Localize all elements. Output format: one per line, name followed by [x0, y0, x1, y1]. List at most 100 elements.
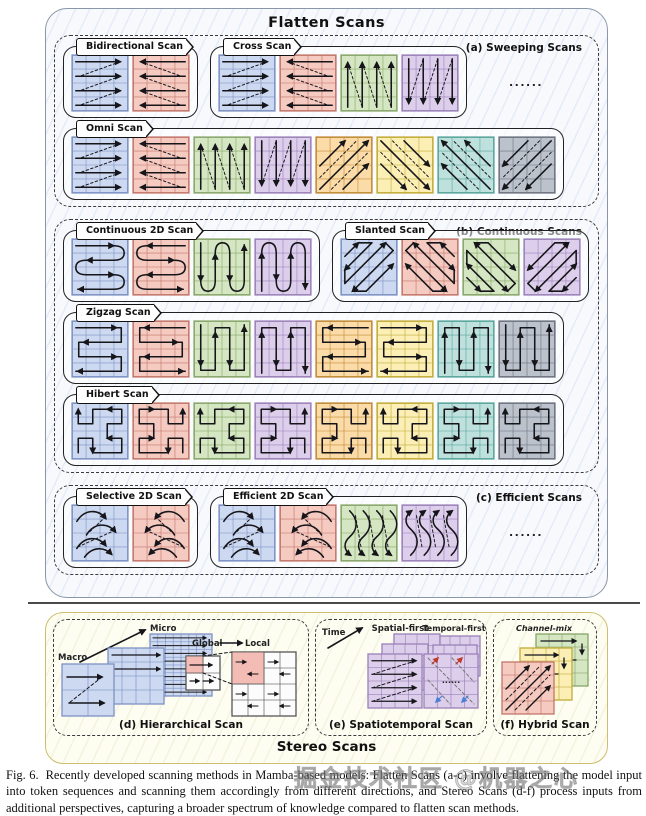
scan-grid-green-zig-v: [193, 320, 251, 378]
scan-pill-bidirectional-scan: Bidirectional Scan: [63, 37, 198, 118]
scan-grid-purple-snake-v-rev: [254, 238, 312, 296]
scan-banner-zigzag-scan: Zigzag Scan: [76, 303, 162, 322]
scan-grid-red-rows-left: [132, 54, 190, 112]
scan-grid-yellow-diag-dr: [376, 136, 434, 194]
scan-banner-cross-scan: Cross Scan: [223, 37, 303, 56]
scan-group-a: (a) Sweeping Scans Bidirectional Scan Cros…: [54, 35, 599, 207]
stereo-panel-d: Micro Macro Global Local (d) Hierarchical Sc…: [53, 619, 309, 736]
stereo-scans-title: Stereo Scans: [276, 739, 377, 755]
stereo-diagram-d: Micro Macro Global Local: [58, 624, 297, 717]
scan-grid-blue-zig-h: [71, 320, 129, 378]
scan-pill-selective-2d-scan: Selective 2D Scan: [63, 487, 198, 568]
scan-grid-blue-rows-right: [218, 54, 276, 112]
scan-grid-blue-rows-right: [71, 136, 129, 194]
temporal-first-label: Temporal-first: [422, 624, 485, 633]
scan-grid-green-snake-v: [193, 238, 251, 296]
scan-grid-orange-zig-h-rev: [315, 320, 373, 378]
scan-pill-cross-scan: Cross Scan: [210, 37, 467, 118]
scan-grid-red-slant-b: [401, 238, 459, 296]
scan-grid-orange-hilbert-rev: [315, 402, 373, 460]
panel-caption-f: (f) Hybrid Scan: [500, 719, 590, 731]
scan-grid-green-slant-c: [462, 238, 520, 296]
stereo-panel-f: Channel-mix (f) Hybrid Scan: [493, 619, 597, 736]
scan-grid-red-curves-rev: [279, 504, 337, 562]
scan-row: Zigzag Scan: [63, 303, 590, 384]
scan-grid-orange-diag-ur: [315, 136, 373, 194]
scan-banner-efficient-2d-scan: Efficient 2D Scan: [223, 487, 336, 506]
panel-caption-d: (d) Hierarchical Scan: [119, 719, 243, 731]
scan-row: Continuous 2D Scan Slanted Scan: [63, 221, 590, 302]
spatial-first-label: Spatial-first: [372, 624, 429, 634]
group-label-a: (a) Sweeping Scans: [465, 42, 582, 54]
scan-grid-teal-zig-v-rev: [437, 320, 495, 378]
scan-row: Hibert Scan: [63, 385, 590, 466]
scan-grid-yellow-zig-h: [376, 320, 434, 378]
scan-grid-red-rows-left: [279, 54, 337, 112]
scan-banner-selective-2d-scan: Selective 2D Scan: [76, 487, 193, 506]
scan-pill-slanted-scan: Slanted Scan: [332, 221, 589, 302]
scan-grid-red-hilbert-rev: [132, 402, 190, 460]
scan-grid-red-snake-h-rev: [132, 238, 190, 296]
scan-grid-purple-slant-d: [523, 238, 581, 296]
scan-pill-efficient-2d-scan: Efficient 2D Scan: [210, 487, 467, 568]
scan-banner-hibert-scan: Hibert Scan: [76, 385, 160, 404]
temporal-dots: ......: [442, 676, 460, 685]
scan-grid-gray-diag-dl: [498, 136, 556, 194]
scan-grid-purple-hilbert-rev: [254, 402, 312, 460]
scan-grid-gray-zig-v: [498, 320, 556, 378]
flatten-scans-section: Flatten Scans (a) Sweeping Scans Bidirect…: [45, 8, 608, 598]
scan-banner-omni-scan: Omni Scan: [76, 119, 154, 138]
scan-group-c: (c) Efficient Scans Selective 2D Scan Effi…: [54, 485, 599, 575]
scan-grid-purple-zig-v-rev: [254, 320, 312, 378]
scan-grid-purple-curls-v-rev: [401, 504, 459, 562]
scan-grid-green-hilbert: [193, 402, 251, 460]
group-label-c: (c) Efficient Scans: [475, 492, 582, 504]
scan-grid-purple-cols-down: [401, 54, 459, 112]
stereo-diagram-f: Channel-mix: [501, 624, 589, 715]
channel-mix-label: Channel-mix: [516, 624, 573, 633]
scan-grid-green-cols-up: [193, 136, 251, 194]
stereo-diagram-e: Time Spatial-firstTemporal-first......: [322, 624, 486, 709]
figure-caption-area: Fig. 6. Recently developed scanning meth…: [6, 766, 642, 816]
scan-grid-blue-curves: [218, 504, 276, 562]
scan-grid-blue-curves: [71, 504, 129, 562]
time-label: Time: [322, 628, 346, 638]
stereo-panels: Micro Macro Global Local (d) Hierarchical Sc…: [53, 619, 600, 736]
ellipsis: ......: [509, 75, 544, 89]
global-label: Global: [192, 639, 223, 649]
scan-grid-blue-snake-h: [71, 238, 129, 296]
scan-pill-hibert-scan: Hibert Scan: [63, 385, 564, 466]
scan-grid-teal-diag-ul: [437, 136, 495, 194]
scan-grid-gray-hilbert: [498, 402, 556, 460]
micro-label: Micro: [150, 624, 177, 634]
scan-grid-green-cols-up: [340, 54, 398, 112]
scan-grid-blue-hilbert: [71, 402, 129, 460]
panel-caption-e: (e) Spatiotemporal Scan: [328, 719, 474, 731]
scan-grid-red-curves-rev: [132, 504, 190, 562]
scan-grid-purple-cols-down: [254, 136, 312, 194]
scan-grid-blue-rows-right: [71, 54, 129, 112]
stereo-scans-section: Micro Macro Global Local (d) Hierarchical Sc…: [45, 612, 608, 764]
section-divider: [28, 602, 640, 604]
scan-banner-bidirectional-scan: Bidirectional Scan: [76, 37, 195, 56]
scan-pill-omni-scan: Omni Scan: [63, 119, 564, 200]
local-label: Local: [245, 639, 270, 649]
scan-banner-slanted-scan: Slanted Scan: [345, 221, 437, 240]
scan-row: Selective 2D Scan Efficient 2D Scan......: [63, 487, 590, 568]
macro-label: Macro: [58, 653, 87, 663]
scan-grid-teal-hilbert-rev: [437, 402, 495, 460]
scan-group-b: (b) Continuous ScansContinuous 2D ScanSl…: [54, 219, 599, 473]
scan-grid-green-curls-v: [340, 504, 398, 562]
scan-pill-continuous-2d-scan: Continuous 2D Scan: [63, 221, 320, 302]
flatten-scans-title: Flatten Scans: [268, 15, 385, 31]
stereo-panel-e: Time Spatial-first Temporal-first...... (e)…: [315, 619, 487, 736]
ellipsis: ......: [509, 525, 544, 539]
scan-grid-red-rows-left: [132, 136, 190, 194]
scan-row: Omni Scan: [63, 119, 590, 200]
scan-row: Bidirectional Scan Cross Scan......: [63, 37, 590, 118]
flatten-scan-groups: (a) Sweeping Scans Bidirectional Scan Cros…: [54, 35, 599, 575]
figure-caption: Fig. 6. Recently developed scanning meth…: [6, 768, 642, 815]
scan-grid-red-zig-h-rev: [132, 320, 190, 378]
scan-grid-yellow-hilbert: [376, 402, 434, 460]
